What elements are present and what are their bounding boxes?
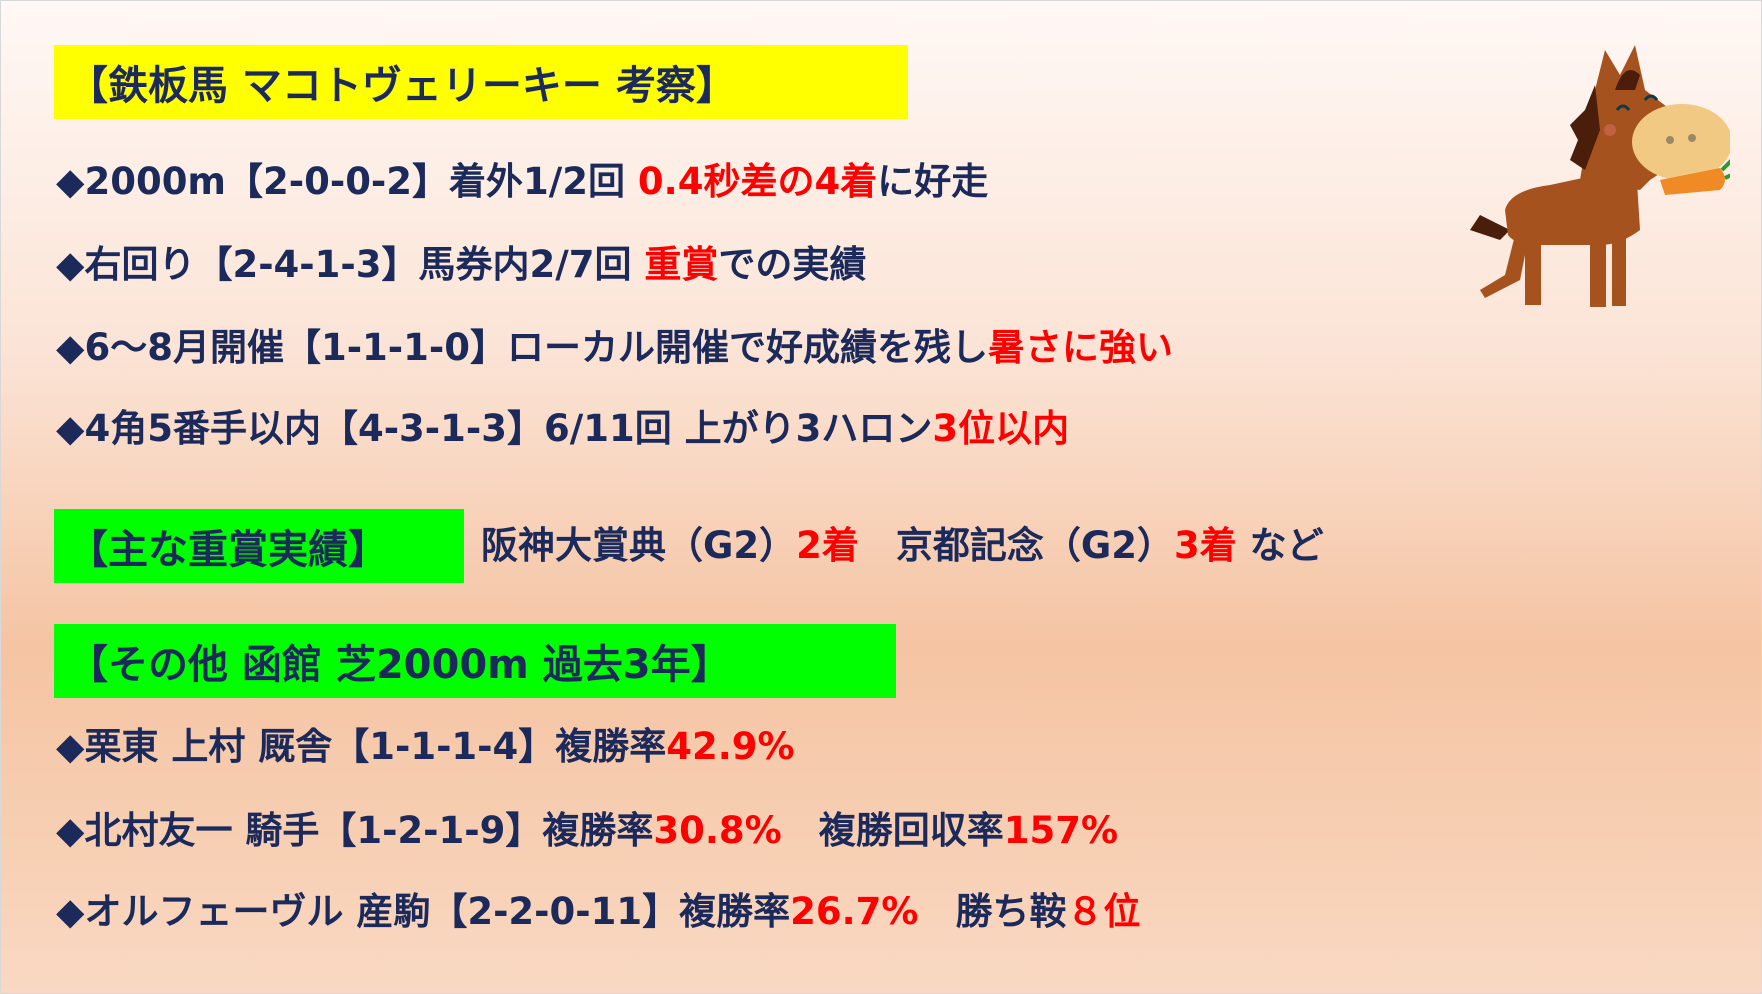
other-line: ◆北村友一 騎手【1-2-1-9】複勝率30.8% 複勝回収率157% <box>56 808 1118 854</box>
stat-text: に好走 <box>877 160 989 203</box>
horse-illustration-icon <box>1470 45 1730 307</box>
stat-text: ◆2000m【2-0-0-2】着外1/2回 <box>56 160 638 203</box>
stat-text: ◆右回り【2-4-1-3】馬券内2/7回 <box>56 243 645 286</box>
race-name: 京都記念（G2） <box>895 524 1174 567</box>
stat-text: での実績 <box>718 243 867 286</box>
other-line: ◆オルフェーヴル 産駒【2-2-0-11】複勝率26.7% 勝ち鞍８位 <box>56 889 1141 935</box>
stat-highlight: 26.7% <box>790 890 919 933</box>
stat-text: ◆オルフェーヴル 産駒【2-2-0-11】複勝率 <box>56 890 791 933</box>
stat-text: ◆6〜8月開催【1-1-1-0】ローカル開催で好成績を残し <box>56 326 988 369</box>
stat-highlight: 30.8% <box>653 809 782 852</box>
stat-text: ◆4角5番手以内【4-3-1-3】6/11回 上がり3ハロン <box>56 407 933 450</box>
title-banner: 【鉄板馬 マコトヴェリーキー 考察】 <box>54 45 908 119</box>
race-place: 2着 <box>796 524 859 567</box>
grade-banner: 【主な重賞実績】 <box>54 509 464 583</box>
other-label: 【その他 函館 芝2000m 過去3年】 <box>68 642 731 688</box>
stat-text: 複勝回収率 <box>781 809 1004 852</box>
race-suffix: など <box>1236 524 1324 567</box>
stat-line: ◆右回り【2-4-1-3】馬券内2/7回 重賞での実績 <box>56 242 866 288</box>
stat-text: 勝ち鞍 <box>918 890 1067 933</box>
other-line: ◆栗東 上村 厩舎【1-1-1-4】複勝率42.9% <box>56 724 795 770</box>
race-name: 阪神大賞典（G2） <box>481 524 797 567</box>
title: 【鉄板馬 マコトヴェリーキー 考察】 <box>68 63 736 109</box>
stat-line: ◆4角5番手以内【4-3-1-3】6/11回 上がり3ハロン3位以内 <box>56 406 1069 452</box>
stat-highlight: 暑さに強い <box>988 326 1173 369</box>
stat-text: ◆栗東 上村 厩舎【1-1-1-4】複勝率 <box>56 725 667 768</box>
stat-text: ◆北村友一 騎手【1-2-1-9】複勝率 <box>56 809 654 852</box>
other-banner: 【その他 函館 芝2000m 過去3年】 <box>54 624 896 698</box>
stat-line: ◆2000m【2-0-0-2】着外1/2回 0.4秒差の4着に好走 <box>56 159 988 205</box>
stat-highlight: 42.9% <box>666 725 795 768</box>
stat-highlight: 0.4秒差の4着 <box>637 160 878 203</box>
stat-highlight: ８位 <box>1066 890 1141 933</box>
stat-line: ◆6〜8月開催【1-1-1-0】ローカル開催で好成績を残し暑さに強い <box>56 325 1173 371</box>
grade-label: 【主な重賞実績】 <box>68 527 388 573</box>
stat-highlight: 157% <box>1003 809 1119 852</box>
grade-results: 阪神大賞典（G2）2着 京都記念（G2）3着 など <box>481 523 1324 569</box>
race-place: 3着 <box>1174 524 1237 567</box>
stat-highlight: 3位以内 <box>932 407 1070 450</box>
stat-highlight: 重賞 <box>644 243 719 286</box>
